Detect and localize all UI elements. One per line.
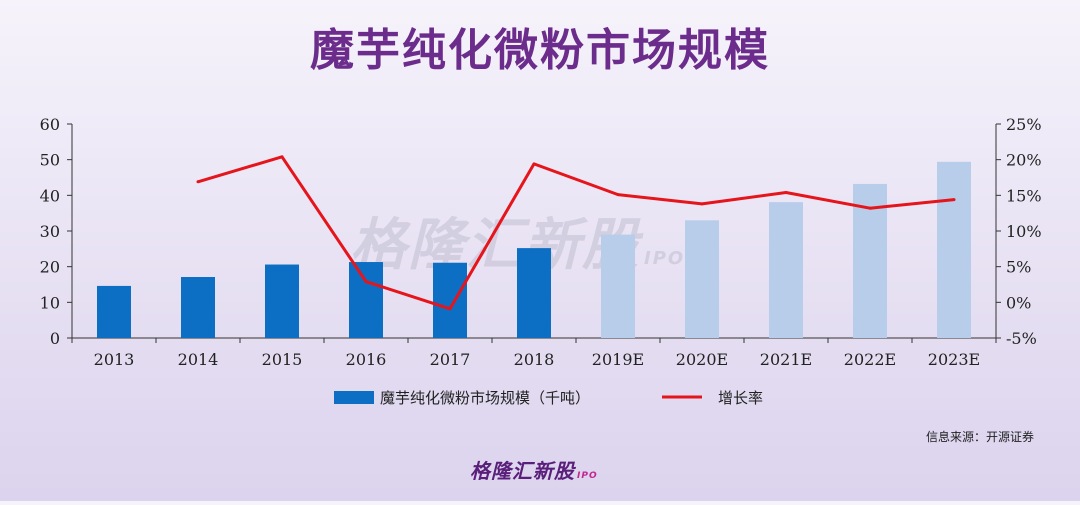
growth-rate-point	[448, 307, 452, 311]
bar-estimate	[601, 234, 635, 338]
right-tick-label: 25%	[1006, 115, 1042, 134]
bar-actual	[433, 262, 467, 338]
growth-rate-point	[616, 193, 620, 197]
growth-rate-point	[952, 198, 956, 202]
left-tick-label: 0	[50, 329, 60, 348]
left-tick-label: 50	[40, 151, 60, 170]
growth-rate-line	[197, 155, 955, 311]
bar-estimate	[769, 202, 803, 338]
growth-rate-point	[532, 162, 536, 166]
x-tick-label: 2021E	[760, 350, 812, 369]
x-tick-label: 2013	[94, 350, 135, 369]
right-tick-label: 5%	[1006, 258, 1031, 277]
legend-label-bar: 魔芋纯化微粉市场规模（千吨）	[380, 389, 590, 407]
growth-rate-point	[868, 206, 872, 210]
left-tick-label: 10	[40, 293, 60, 312]
left-tick-label: 20	[40, 258, 60, 277]
x-tick-label: 2018	[514, 350, 555, 369]
x-tick-label: 2016	[346, 350, 387, 369]
bar-estimate	[685, 220, 719, 338]
brand-name: 格隆汇新股	[470, 459, 575, 483]
left-tick-label: 40	[40, 186, 60, 205]
right-tick-label: 0%	[1006, 293, 1031, 312]
x-tick-label: 2019E	[592, 350, 644, 369]
bar-actual	[517, 248, 551, 338]
right-tick-label: 10%	[1006, 222, 1042, 241]
left-tick-label: 30	[40, 222, 60, 241]
bar-actual	[265, 264, 299, 338]
x-tick-label: 2020E	[676, 350, 728, 369]
x-tick-label: 2014	[178, 350, 219, 369]
x-tick-label: 2023E	[928, 350, 980, 369]
bar-actual	[349, 262, 383, 338]
growth-rate-point	[784, 190, 788, 194]
right-tick-label: 15%	[1006, 186, 1042, 205]
source-note: 信息来源：开源证券	[925, 430, 1034, 444]
chart-title: 魔芋纯化微粉市场规模	[310, 25, 770, 76]
bar-estimate	[937, 161, 971, 338]
x-tick-label: 2017	[430, 350, 471, 369]
legend-label-line: 增长率	[718, 389, 763, 407]
growth-rate-point	[700, 202, 704, 206]
legend-swatch-bar	[334, 391, 374, 404]
growth-rate-point	[280, 155, 284, 159]
right-tick-label: 20%	[1006, 151, 1042, 170]
bar-actual	[97, 285, 131, 338]
growth-rate-point	[364, 280, 368, 284]
brand-suffix: IPO	[577, 471, 598, 481]
right-tick-label: -5%	[1006, 329, 1037, 348]
x-tick-label: 2022E	[844, 350, 896, 369]
growth-rate-point	[196, 180, 200, 184]
brand-logo: 格隆汇新股 IPO	[470, 455, 598, 484]
left-tick-label: 60	[40, 115, 60, 134]
x-tick-label: 2015	[262, 350, 303, 369]
bar-actual	[181, 277, 215, 338]
